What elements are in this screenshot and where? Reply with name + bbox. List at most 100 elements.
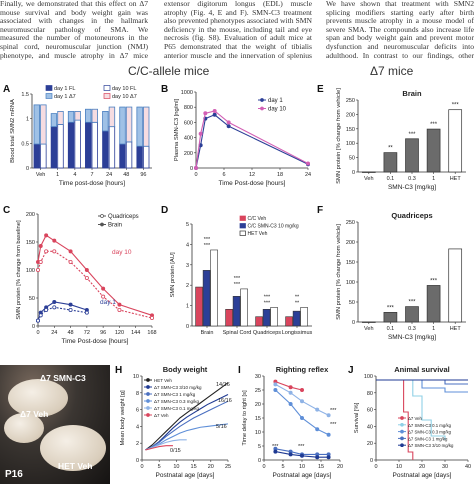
y-tick-label: 0 (26, 166, 29, 172)
series-5 (145, 445, 173, 451)
series-quadriceps-day-10-point (84, 276, 89, 281)
x-tick-label: HET (450, 176, 462, 182)
x-tick-label: 5 (158, 464, 161, 470)
survival-count-annotation: 14/16 (216, 382, 230, 388)
y-tick-label: 100 (364, 374, 373, 380)
legend-swatch (45, 93, 53, 99)
bar-fl (85, 121, 92, 169)
mouse-het-veh (40, 425, 106, 471)
label-p16: P16 (5, 469, 23, 480)
y-tick-label: 400 (184, 136, 193, 142)
significance-mark: *** (204, 237, 211, 243)
bar-quadriceps (262, 309, 271, 327)
bar-d7 (125, 106, 133, 143)
header-d7-mice: Δ7 mice (370, 64, 414, 78)
bar-d7 (143, 106, 150, 147)
series-brain-day-1-point (68, 302, 73, 307)
y-tick-label: 40 (367, 424, 373, 430)
significance-mark: *** (234, 282, 241, 288)
x-tick-label: Quadriceps (253, 330, 281, 336)
legend-entry: Δ7 Veh (408, 416, 422, 421)
x-tick-label: 0.3 (408, 176, 416, 182)
x-axis-label: Postnatal age [days] (156, 472, 215, 479)
y-tick-label: 80 (367, 391, 373, 397)
x-tick-label: 72 (84, 330, 90, 336)
series-0 (145, 382, 229, 451)
y-axis-label: Plasma SMN-C3 [ng/ml] (174, 99, 180, 162)
y-tick-label: 0 (352, 170, 355, 176)
series-4-point (273, 449, 278, 454)
significance-mark: *** (298, 444, 305, 450)
body-text-column-1: Finally, we demonstrated that this effec… (0, 0, 148, 60)
y-tick-label: 20 (255, 402, 261, 408)
x-axis-label: Time Post-dose [hours] (219, 180, 286, 187)
bar-d7 (85, 108, 92, 123)
series-1-point (326, 413, 331, 418)
y-tick-label: 10 (255, 430, 261, 436)
panel-label-e: E (317, 84, 324, 95)
legend-marker (146, 399, 150, 403)
bar-brain (202, 270, 211, 327)
series-quadriceps-day-10 (37, 250, 153, 319)
bar-longissimus (300, 307, 308, 327)
y-tick-label: 0.5 (21, 141, 29, 147)
chart-h-body-weight: 0 2 4 6 8 10 0 5 10 15 20 25 Mean body weight [g] Pos… (120, 365, 232, 479)
series-quadriceps-day-1-point (44, 308, 49, 313)
bar-fl (74, 119, 81, 169)
series-day-10 (195, 110, 309, 169)
y-axis-label: Mean body weight [g] (120, 390, 126, 445)
x-tick-label: Veh (364, 176, 373, 182)
x-axis-label: Time Post-dose [hours] (62, 338, 129, 345)
x-tick-label: Brain (201, 330, 214, 336)
legend-entry: C/C SMN-C3 10 mg/kg (248, 224, 299, 230)
annotation-day-10: day 10 (112, 249, 132, 256)
bar-quadriceps (255, 316, 263, 327)
legend-swatch (45, 85, 53, 91)
legend-marker (146, 378, 150, 382)
chart-title: Righting reflex (276, 365, 329, 374)
x-tick-label: Spinal Cord (223, 330, 252, 336)
y-tick-label: 2 (136, 441, 139, 447)
panel-label-c: C (3, 205, 11, 216)
x-tick-label: 10 (173, 464, 179, 470)
x-tick-label: 0 (140, 464, 143, 470)
significance-mark: *** (430, 278, 438, 284)
x-axis-label: Postnatal age [days] (393, 472, 452, 479)
bar-HET (448, 109, 463, 173)
legend-marker (100, 222, 104, 227)
x-tick-label: 96 (100, 330, 106, 336)
chart-title: Quadriceps (391, 211, 432, 220)
y-tick-label: 60 (367, 408, 373, 414)
x-tick-label: 144 (131, 330, 140, 336)
series-quadriceps-day-1-point (52, 305, 57, 310)
bar-brain (195, 286, 203, 327)
x-tick-label: 0 (262, 464, 265, 470)
panel-label-h: H (115, 365, 123, 376)
x-tick-label: 1 (432, 326, 435, 332)
x-tick-label: 4 (73, 172, 76, 178)
y-axis-label: SMN protein [AU] (170, 252, 176, 297)
x-tick-label: 7 (90, 172, 93, 178)
series-quadriceps-day-10-point (68, 260, 73, 265)
label-d7-veh: Δ7 Veh (20, 409, 49, 419)
y-axis-label: Time delay to right [s] (242, 390, 248, 446)
chart-title: Animal survival (394, 365, 449, 374)
series-quadriceps-day-10-point (149, 316, 154, 321)
series-quadriceps-day-1-point (38, 313, 43, 318)
x-tick-label: 1 (432, 176, 435, 182)
series-brain-day-1-point (52, 300, 57, 305)
bar-d7 (67, 111, 75, 123)
legend-entry: Δ7 SMN-C3 0.3 mg/kg (408, 430, 452, 435)
survival-count-annotation: 5/16 (216, 424, 227, 430)
x-tick-label: 12 (249, 172, 255, 178)
chart-e-brain-smn: 0 50 100 150 200 250 Veh 0.1 0.3 1 HET SMN protein … (336, 88, 466, 191)
series-day-10-point (212, 108, 217, 113)
x-tick-label: 0 (374, 464, 377, 470)
legend-marker (400, 416, 404, 420)
legend-entry: Δ7 SMN-C3 0.1 mg/kg (408, 423, 452, 428)
series-2-point (300, 416, 305, 421)
bar-fl (119, 143, 126, 169)
x-tick-label: 24 (51, 330, 57, 336)
series-day-10-point (194, 166, 199, 171)
series-quadriceps-day-1-point (36, 318, 41, 323)
